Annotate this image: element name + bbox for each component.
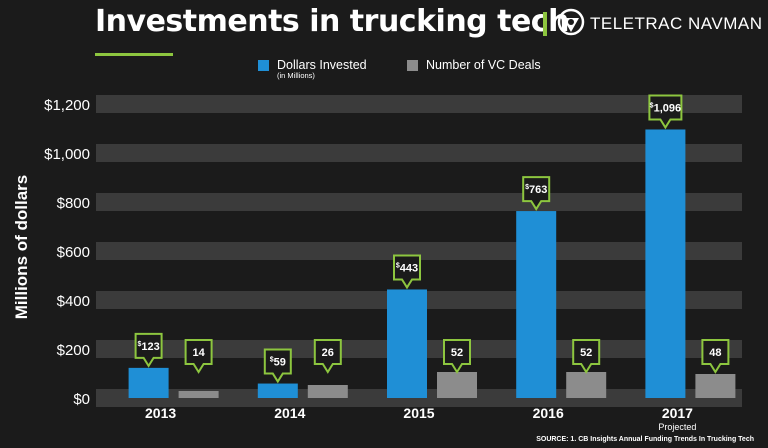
data-label-callout: 48: [701, 339, 730, 374]
data-label-callout: $443: [393, 254, 421, 290]
source-note: SOURCE: 1. CB Insights Annual Funding Tr…: [536, 436, 754, 443]
legend-label-deals: Number of VC Deals: [426, 58, 541, 72]
callout-box: [572, 339, 601, 374]
callout-box: [443, 339, 471, 374]
data-label: $1,096: [650, 102, 681, 114]
x-tick-note: Projected: [658, 422, 696, 432]
bar-deals: [178, 391, 219, 398]
page-title: Investments in trucking tech: [95, 4, 569, 39]
brand-name: TELETRAC NAVMAN: [590, 14, 763, 33]
bar-dollars: [128, 367, 169, 398]
data-label-callout: 52: [443, 339, 471, 374]
y-tick-label: $400: [57, 293, 90, 310]
x-tick-label: 2015: [403, 405, 434, 421]
data-label-callout: $59: [263, 348, 292, 384]
legend-label-dollars: Dollars Invested: [277, 58, 367, 72]
callout-box: [263, 348, 292, 384]
y-tick-label: $600: [57, 244, 90, 261]
data-label: 26: [322, 347, 334, 359]
data-label: 14: [192, 347, 205, 359]
data-label-callout: $1,096: [648, 94, 683, 130]
data-label: 52: [580, 347, 592, 359]
data-label-callout: 14: [184, 339, 213, 374]
brand-separator: [543, 12, 547, 36]
callout-box: [184, 339, 213, 374]
data-label-callout: $763: [522, 176, 551, 211]
bar-deals: [437, 372, 477, 398]
x-tick-label: 2014: [274, 405, 305, 421]
callout-box: [134, 332, 163, 368]
legend-item-dollars: Dollars Invested (in Millions): [258, 58, 367, 80]
data-label: $59: [270, 357, 286, 369]
data-label: 52: [451, 347, 463, 359]
callout-box: [393, 254, 421, 290]
bar-deals: [307, 385, 348, 398]
y-tick-label: $200: [57, 342, 90, 359]
legend-swatch-dollars: [258, 60, 269, 71]
legend-item-deals: Number of VC Deals: [407, 58, 541, 72]
legend-sublabel-dollars: (in Millions): [277, 71, 315, 80]
callout-box: [313, 339, 342, 374]
data-label: 48: [709, 347, 721, 359]
bar-dollars: [645, 129, 686, 399]
callout-box: [648, 94, 683, 130]
y-tick-label: $1,000: [44, 146, 90, 163]
x-tick-label: 2017: [662, 405, 693, 421]
x-tick-label: 2016: [533, 405, 564, 421]
grid-band: [96, 95, 742, 113]
x-tick-label: 2013: [145, 405, 176, 421]
teletrac-logo-icon: [557, 8, 585, 36]
callout-box: [701, 339, 730, 374]
bar-deals: [566, 372, 607, 398]
bar-dollars: [516, 211, 557, 398]
data-label: $443: [396, 262, 418, 274]
title-underline: [95, 53, 173, 56]
grid-band: [96, 144, 742, 162]
grid-band: [96, 242, 742, 260]
bar-dollars: [257, 383, 298, 398]
data-label: $123: [137, 341, 159, 353]
legend-swatch-deals: [407, 60, 418, 71]
data-label-callout: 26: [313, 339, 342, 374]
grid-band: [96, 193, 742, 211]
data-label-callout: 52: [572, 339, 601, 374]
y-tick-label: $1,200: [44, 97, 90, 114]
data-label: $763: [525, 184, 547, 196]
y-tick-label: $800: [57, 195, 90, 212]
y-tick-label: $0: [73, 391, 90, 408]
data-label-callout: $123: [134, 332, 163, 368]
callout-box: [522, 176, 551, 211]
bar-dollars: [387, 289, 427, 398]
bar-deals: [695, 374, 736, 398]
